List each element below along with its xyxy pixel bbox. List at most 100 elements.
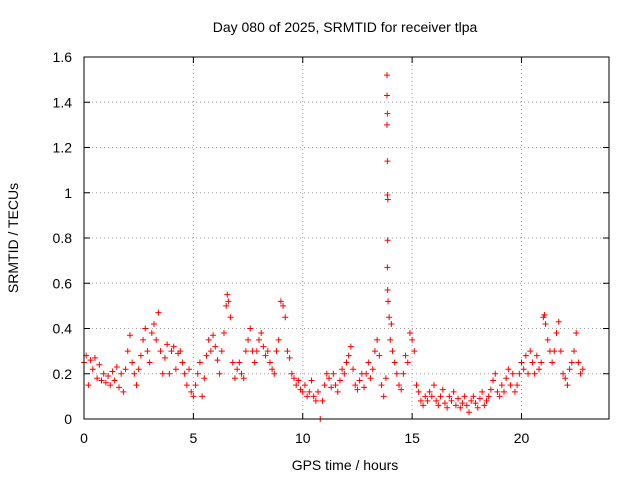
data-point xyxy=(498,382,505,389)
data-point xyxy=(441,400,448,407)
data-point xyxy=(573,330,580,337)
data-point xyxy=(177,348,184,355)
data-point xyxy=(218,348,225,355)
data-point xyxy=(105,373,112,380)
data-point xyxy=(501,388,507,395)
data-point xyxy=(155,309,162,316)
data-point xyxy=(201,375,208,382)
data-point xyxy=(371,348,378,355)
data-point xyxy=(363,370,370,377)
data-point xyxy=(102,379,109,386)
data-point xyxy=(459,400,466,407)
data-point xyxy=(87,357,94,364)
data-point xyxy=(503,375,510,382)
data-point xyxy=(479,388,486,395)
data-point xyxy=(293,382,300,389)
data-point xyxy=(391,359,398,366)
data-point xyxy=(210,332,217,339)
data-point xyxy=(295,377,302,384)
y-tick-label: 1.6 xyxy=(53,49,73,65)
data-point xyxy=(422,393,429,400)
data-point xyxy=(476,395,483,402)
data-point xyxy=(238,370,245,377)
data-point xyxy=(111,377,118,384)
data-point xyxy=(544,336,551,343)
data-point xyxy=(396,382,402,389)
data-point xyxy=(466,409,472,416)
data-point xyxy=(266,359,273,366)
data-point xyxy=(385,298,392,305)
data-point xyxy=(384,264,391,271)
data-point xyxy=(383,121,390,128)
data-point xyxy=(450,388,457,395)
data-point xyxy=(120,388,127,395)
data-point xyxy=(159,370,166,377)
data-point xyxy=(568,359,575,366)
data-point xyxy=(398,386,405,393)
x-tick-label: 20 xyxy=(514,430,530,446)
data-point xyxy=(560,370,567,377)
y-tick-label: 0.4 xyxy=(53,321,73,337)
data-point xyxy=(520,366,527,373)
data-point xyxy=(224,291,231,298)
data-point xyxy=(435,402,442,409)
data-point xyxy=(538,359,545,366)
data-point xyxy=(496,393,503,400)
data-point xyxy=(411,348,418,355)
data-point xyxy=(168,348,175,355)
chart-title: Day 080 of 2025, SRMTID for receiver tlp… xyxy=(213,19,478,35)
data-point xyxy=(312,397,319,404)
data-point xyxy=(118,370,125,377)
data-point xyxy=(332,382,339,389)
data-point xyxy=(564,382,571,389)
y-tick-label: 0.8 xyxy=(53,230,73,246)
data-point xyxy=(527,348,534,355)
data-point xyxy=(345,352,352,359)
data-point xyxy=(444,404,451,411)
data-point xyxy=(194,370,201,377)
data-point xyxy=(172,366,179,373)
data-point xyxy=(571,348,577,355)
data-point xyxy=(409,336,416,343)
data-point xyxy=(319,397,326,404)
data-point xyxy=(135,366,142,373)
data-point xyxy=(437,393,444,400)
data-point xyxy=(542,320,549,327)
data-point xyxy=(304,393,311,400)
data-point xyxy=(400,370,407,377)
data-point xyxy=(107,382,114,389)
data-point xyxy=(472,400,479,407)
data-point xyxy=(164,341,171,348)
data-point xyxy=(221,330,227,337)
data-point xyxy=(525,370,532,377)
data-point xyxy=(205,336,212,343)
data-point xyxy=(406,330,413,337)
data-point xyxy=(323,370,330,377)
data-point xyxy=(531,370,538,377)
data-point xyxy=(384,110,391,117)
y-tick-label: 0 xyxy=(64,411,72,427)
data-point xyxy=(251,359,258,366)
data-point xyxy=(369,366,376,373)
data-point xyxy=(446,393,453,400)
data-point xyxy=(328,384,335,391)
data-point xyxy=(207,348,214,355)
x-tick-label: 0 xyxy=(80,430,88,446)
data-point xyxy=(242,348,249,355)
data-point xyxy=(388,320,395,327)
data-point xyxy=(514,382,521,389)
data-point xyxy=(457,404,464,411)
data-point xyxy=(481,402,488,409)
data-point xyxy=(144,348,151,355)
data-point xyxy=(384,287,391,294)
data-point xyxy=(376,352,383,359)
data-point xyxy=(461,393,468,400)
data-point xyxy=(170,343,177,350)
data-point xyxy=(291,375,297,382)
data-point xyxy=(214,357,221,364)
y-axis-label: SRMTID / TECUs xyxy=(5,183,21,293)
data-point xyxy=(203,352,210,359)
data-point xyxy=(192,382,199,389)
data-point xyxy=(439,386,446,393)
data-point xyxy=(137,352,144,359)
